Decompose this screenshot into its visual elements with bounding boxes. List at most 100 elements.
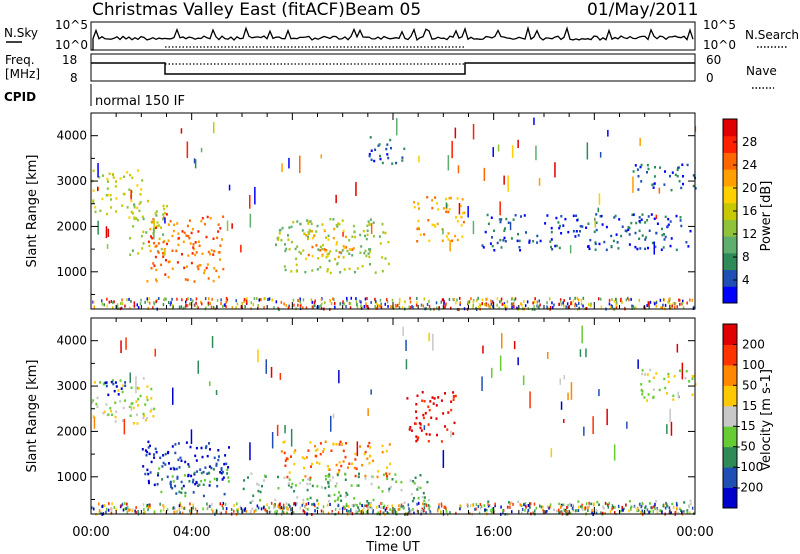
beam-label: Beam 05 — [345, 0, 421, 20]
power-cell — [326, 254, 329, 258]
velocity-ground-scatter-cell — [391, 510, 393, 514]
power-cell — [664, 235, 667, 239]
velocity-cell — [117, 393, 120, 396]
velocity-ground-scatter-cell — [115, 508, 117, 512]
velocity-cell — [344, 495, 347, 498]
power-cell — [92, 189, 95, 192]
chart-title: Christmas Valley East (fitACF) — [92, 0, 345, 20]
power-cell — [641, 213, 644, 216]
velocity-cell — [176, 475, 179, 479]
velocity-ground-scatter-cell — [257, 506, 260, 510]
power-ground-scatter-cell — [302, 306, 304, 310]
velocity-ground-scatter-cell — [240, 507, 243, 511]
velocity-ground-scatter-cell — [268, 506, 270, 510]
power-cell — [381, 256, 384, 259]
velocity-cell — [423, 499, 426, 503]
velocity-cell — [376, 475, 379, 479]
velocity-cell — [553, 508, 556, 511]
velocity-ground-scatter-cell — [210, 508, 213, 512]
velocity-cell — [305, 456, 308, 459]
power-cell — [401, 156, 404, 159]
power-cell — [595, 221, 598, 224]
power-cell — [446, 204, 449, 207]
velocity-cell — [204, 446, 207, 450]
power-cell — [122, 192, 125, 196]
power-cell — [155, 278, 157, 281]
velocity-cell — [520, 504, 523, 507]
velocity-streak — [265, 359, 267, 374]
power-streak — [105, 226, 108, 239]
power-cell — [560, 232, 563, 235]
power-cell — [441, 239, 444, 242]
velocity-cell — [440, 399, 443, 402]
velocity-ground-scatter-cell — [147, 508, 149, 512]
power-cell — [447, 210, 450, 214]
power-cell — [296, 220, 299, 223]
velocity-cell — [330, 449, 333, 452]
power-cell — [369, 248, 372, 251]
power-cell — [652, 186, 655, 189]
power-ground-scatter-cell — [512, 302, 515, 305]
power-cell — [311, 245, 314, 249]
power-cell — [150, 267, 153, 270]
power-cell — [140, 188, 143, 191]
velocity-cell — [339, 440, 342, 444]
power-cell — [536, 241, 539, 244]
power-cell — [594, 242, 597, 246]
power-cell — [157, 224, 160, 227]
velocity-cell — [179, 456, 182, 460]
power-ground-scatter-cell — [669, 303, 671, 306]
velocity-cell — [147, 440, 150, 444]
velocity-cell — [337, 496, 340, 500]
velocity-ground-scatter-cell — [478, 511, 481, 515]
velocity-ground-scatter-cell — [106, 507, 108, 511]
velocity-ground-scatter-cell — [614, 511, 616, 515]
power-cell — [647, 246, 649, 250]
velocity-ground-scatter-cell — [214, 511, 217, 515]
power-ground-scatter-cell — [320, 298, 323, 302]
power-ground-scatter-cell — [533, 308, 536, 312]
power-cell — [456, 197, 459, 200]
velocity-cell — [278, 506, 281, 510]
velocity-cell — [114, 415, 117, 419]
power-cell — [131, 249, 134, 252]
velocity-ground-scatter-cell — [558, 511, 561, 515]
power-ground-scatter-cell — [401, 306, 404, 310]
power-cell — [186, 265, 188, 268]
power-streak — [153, 227, 155, 240]
velocity-cell — [329, 479, 332, 482]
velocity-colorbar-segment — [723, 446, 737, 468]
velocity-streak — [428, 332, 430, 342]
power-cell — [163, 207, 166, 211]
power-cell — [339, 271, 342, 274]
velocity-colorbar-segment — [723, 344, 737, 366]
power-ground-scatter-cell — [467, 302, 469, 306]
velocity-cell — [658, 388, 661, 392]
velocity-cell — [188, 480, 191, 483]
power-cell — [445, 210, 448, 213]
velocity-streak — [550, 448, 553, 458]
power-cell — [187, 254, 190, 257]
power-cell — [277, 238, 280, 241]
power-cell — [155, 210, 158, 213]
velocity-ground-scatter-cell — [279, 502, 281, 506]
velocity-cell — [387, 512, 390, 515]
velocity-ground-scatter-cell — [266, 503, 268, 507]
power-cell — [158, 237, 161, 241]
velocity-cell — [385, 449, 388, 453]
power-cell — [646, 171, 648, 174]
power-ground-scatter-cell — [358, 299, 361, 303]
velocity-cell — [437, 396, 440, 399]
power-ground-scatter-cell — [649, 300, 652, 304]
velocity-ground-scatter-cell — [206, 502, 208, 506]
power-cell — [197, 240, 200, 243]
velocity-ground-scatter-cell — [289, 505, 291, 509]
velocity-cell — [153, 407, 156, 411]
x-axis: 00:00 04:00 08:00 12:00 16:00 20:00 00:00 — [72, 525, 713, 540]
velocity-ground-scatter-cell — [124, 502, 126, 505]
velocity-streak — [613, 444, 616, 461]
velocity-ground-scatter-cell — [244, 507, 247, 511]
velocity-cell — [389, 485, 392, 489]
power-ground-scatter-cell — [667, 300, 669, 304]
